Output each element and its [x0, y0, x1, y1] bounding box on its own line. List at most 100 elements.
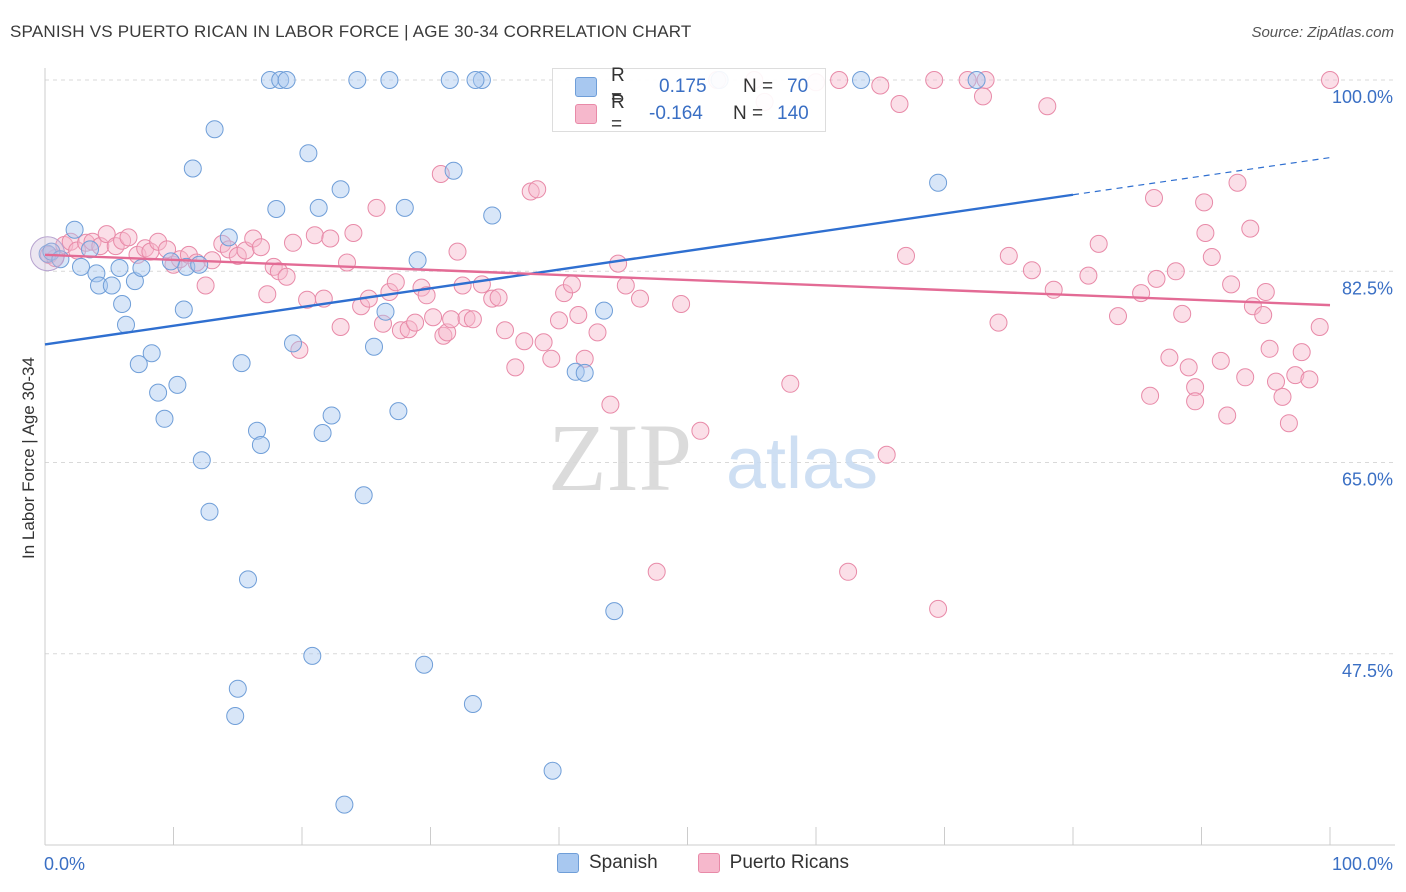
stats-row-spanish: R = 0.175 N = 70 — [575, 65, 809, 108]
n-label: N = — [733, 103, 764, 124]
data-point — [601, 395, 620, 414]
data-point — [290, 340, 309, 359]
data-point — [1038, 97, 1057, 116]
data-point — [205, 120, 224, 139]
data-point — [391, 321, 410, 340]
data-point — [168, 375, 187, 394]
data-point — [839, 562, 858, 581]
data-point — [374, 314, 392, 333]
data-point — [125, 272, 144, 291]
legend-swatch-spanish — [556, 853, 579, 873]
data-point — [1300, 370, 1319, 389]
data-point — [929, 173, 948, 192]
data-point — [232, 354, 251, 373]
data-point — [672, 295, 691, 313]
data-point — [226, 707, 245, 725]
data-point — [386, 273, 405, 292]
data-point — [142, 344, 161, 363]
data-point — [463, 310, 482, 329]
data-point — [248, 421, 266, 440]
data-point — [489, 288, 508, 307]
data-point — [444, 161, 463, 180]
data-point — [113, 295, 132, 313]
y-axis-title: In Labor Force | Age 30-34 — [19, 357, 38, 559]
data-point — [395, 198, 414, 217]
data-point — [830, 71, 849, 89]
data-point — [1160, 348, 1179, 367]
data-point — [267, 200, 286, 218]
data-point — [65, 220, 84, 239]
data-point — [575, 349, 594, 368]
n-value: 140 — [777, 103, 809, 124]
data-point — [1260, 339, 1279, 358]
data-point — [609, 254, 628, 273]
data-point — [129, 355, 148, 374]
n-value: 70 — [787, 76, 809, 97]
data-point — [483, 289, 502, 308]
data-point — [149, 383, 168, 402]
data-point — [348, 71, 367, 89]
trend-line-dashed — [1072, 156, 1331, 196]
data-point — [781, 374, 800, 393]
data-point — [219, 228, 238, 247]
data-point — [415, 655, 434, 674]
data-point — [562, 275, 581, 294]
data-point — [569, 306, 588, 324]
data-point — [483, 206, 502, 225]
y-tick-label: 100.0% — [1332, 87, 1393, 107]
data-point — [1109, 307, 1127, 326]
data-point — [190, 255, 209, 274]
x-tick-label-max: 100.0% — [1332, 854, 1393, 874]
y-tick-label: 47.5% — [1342, 661, 1393, 681]
data-point — [72, 257, 90, 276]
data-point — [999, 246, 1018, 265]
data-point — [1141, 386, 1160, 405]
r-label: R = — [611, 92, 625, 135]
data-point — [1173, 304, 1192, 323]
data-point — [457, 309, 476, 328]
data-point — [550, 311, 568, 330]
axis-labels: 47.5% 65.0% 82.5% 100.0% 0.0% 100.0% In Labor … — [19, 87, 1393, 874]
data-point — [566, 362, 585, 381]
chart-title: SPANISH VS PUERTO RICAN IN LABOR FORCE |… — [10, 22, 692, 41]
data-point — [528, 180, 547, 199]
legend-item-spanish[interactable]: Spanish — [556, 852, 658, 874]
data-point — [496, 321, 514, 340]
series-puerto-ricans — [39, 71, 1339, 618]
data-point — [399, 320, 418, 339]
data-point — [389, 402, 408, 421]
data-point — [588, 323, 607, 342]
legend-item-puerto-ricans[interactable]: Puerto Ricans — [697, 852, 849, 874]
data-point — [200, 502, 219, 521]
data-point — [1196, 224, 1215, 242]
data-point — [1195, 193, 1214, 212]
watermark-zip: ZIP — [548, 404, 692, 511]
watermark: ZIP atlas — [548, 404, 878, 511]
data-point — [277, 267, 296, 286]
data-point — [110, 259, 129, 277]
watermark-atlas: atlas — [726, 424, 878, 504]
data-point — [380, 71, 399, 89]
data-point — [647, 562, 666, 581]
data-point — [575, 363, 594, 382]
data-point — [1256, 283, 1275, 301]
data-point — [424, 308, 443, 327]
data-point — [595, 301, 613, 320]
data-point — [506, 358, 525, 377]
data-point — [187, 253, 206, 272]
n-label: N = — [743, 76, 774, 97]
data-point — [1279, 414, 1298, 433]
data-point — [472, 71, 491, 89]
trend-line — [44, 253, 1331, 307]
y-tick-label: 82.5% — [1342, 278, 1393, 298]
data-point — [158, 240, 177, 259]
data-point — [155, 409, 174, 428]
data-point — [1089, 234, 1108, 253]
data-point — [897, 246, 915, 265]
data-point — [119, 228, 138, 247]
data-point — [521, 182, 540, 201]
data-point — [1202, 248, 1221, 266]
data-point — [1022, 261, 1041, 280]
data-point — [1321, 71, 1339, 89]
data-point — [303, 646, 322, 665]
